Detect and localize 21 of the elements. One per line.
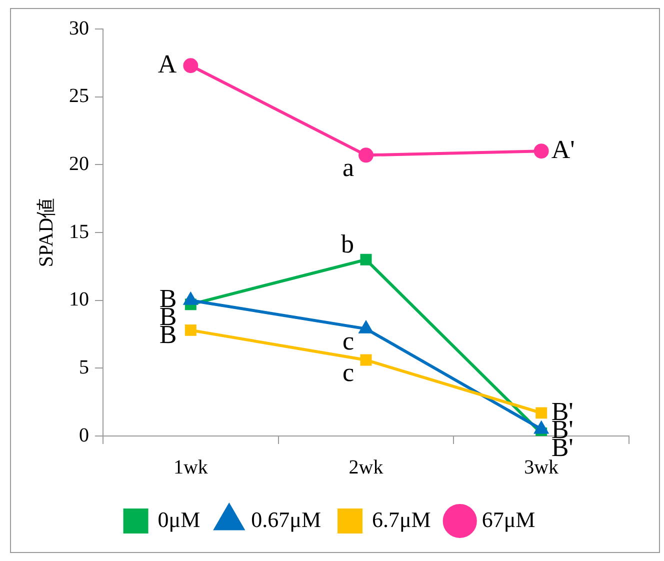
annotation: a: [342, 153, 354, 182]
legend-label: 67μM: [482, 506, 536, 532]
annotation: A': [551, 134, 575, 164]
legend-label: 0μM: [158, 506, 200, 532]
x-tick-label: 1wk: [173, 456, 208, 478]
y-tick-label: 30: [69, 17, 89, 40]
y-tick-label: 20: [69, 152, 89, 175]
y-tick-label: 5: [79, 356, 89, 378]
annotation: b: [341, 229, 354, 258]
annotation: A: [158, 49, 177, 78]
legend-label: 6.7μM: [372, 506, 431, 532]
legend-label: 0.67μM: [251, 506, 322, 532]
annotation: c: [342, 326, 354, 356]
y-tick-label: 0: [79, 424, 89, 446]
x-tick-label: 3wk: [524, 456, 559, 478]
y-tick-label: 10: [69, 288, 89, 311]
y-tick-label: 25: [69, 85, 89, 108]
x-tick-label: 2wk: [348, 456, 384, 478]
annotation: c: [342, 358, 354, 387]
y-axis-title: SPAD値: [35, 198, 58, 268]
y-tick-label: 15: [69, 220, 89, 243]
